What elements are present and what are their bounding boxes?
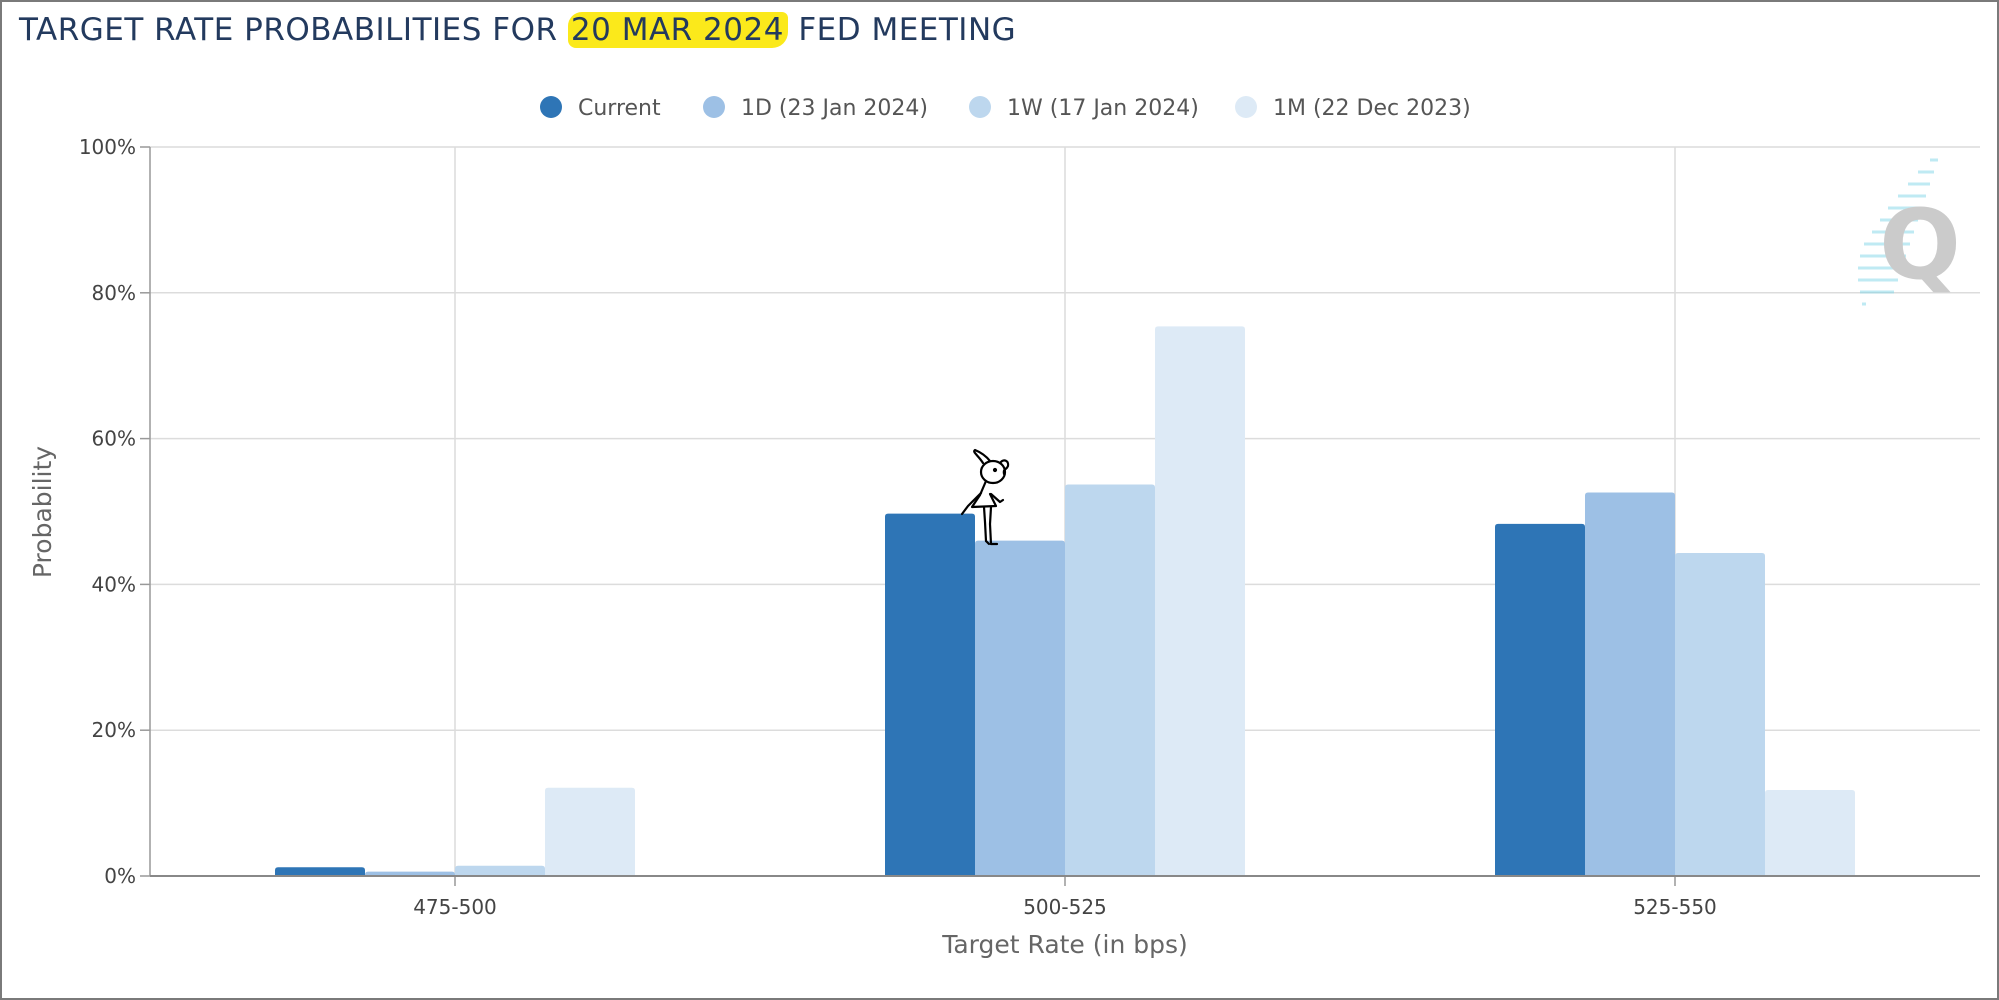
y-tick-label: 40% [92,572,136,596]
bar[interactable] [975,540,1065,876]
x-tick-label: 475-500 [413,895,497,919]
stick-figure-icon [960,448,1010,546]
legend-label: 1D (23 Jan 2024) [741,96,928,121]
bar[interactable] [1065,484,1155,876]
bar[interactable] [545,787,635,876]
y-tick-label: 100% [79,135,136,159]
legend-marker [540,96,562,118]
legend-item[interactable]: Current [540,96,661,121]
legend[interactable]: Current 1D (23 Jan 2024) 1W (17 Jan 2024) 1… [540,96,1471,121]
bar[interactable] [1155,326,1245,877]
chart-title: TARGET RATE PROBABILITIES FOR 20 MAR 202… [19,12,1016,48]
title-prefix: TARGET RATE PROBABILITIES FOR [19,12,558,48]
bar[interactable] [455,865,545,876]
legend-item[interactable]: 1D (23 Jan 2024) [703,96,928,121]
bar[interactable] [885,513,975,876]
x-tick-label: 500-525 [1023,895,1107,919]
title-highlight: 20 MAR 2024 [567,12,788,48]
bar[interactable] [365,871,455,876]
y-tick-label: 60% [92,427,136,451]
y-tick-label: 20% [92,718,136,742]
legend-label: 1M (22 Dec 2023) [1273,96,1471,121]
title-suffix: FED MEETING [798,12,1017,48]
q-logo-icon: Q [1858,158,1961,306]
bar[interactable] [275,867,365,876]
legend-marker [1235,96,1257,118]
bar[interactable] [1765,789,1855,876]
bars-layer [275,326,1855,877]
bar[interactable] [1675,553,1765,876]
legend-label: Current [578,96,661,121]
y-axis-title: Probability [28,446,57,578]
bar[interactable] [1585,492,1675,876]
logo-letter: Q [1879,189,1961,301]
legend-marker [703,96,725,118]
x-tick-label: 525-550 [1633,895,1717,919]
bar[interactable] [1495,523,1585,876]
legend-marker [969,96,991,118]
legend-label: 1W (17 Jan 2024) [1007,96,1199,121]
legend-item[interactable]: 1M (22 Dec 2023) [1235,96,1471,121]
axes-layer: 0% 20% 40% 60% 80% 100% 475-500 500-525 525-550 [79,135,1980,919]
x-axis-title: Target Rate (in bps) [941,930,1188,959]
y-tick-label: 0% [104,864,136,888]
y-tick-label: 80% [92,281,136,305]
legend-item[interactable]: 1W (17 Jan 2024) [969,96,1199,121]
